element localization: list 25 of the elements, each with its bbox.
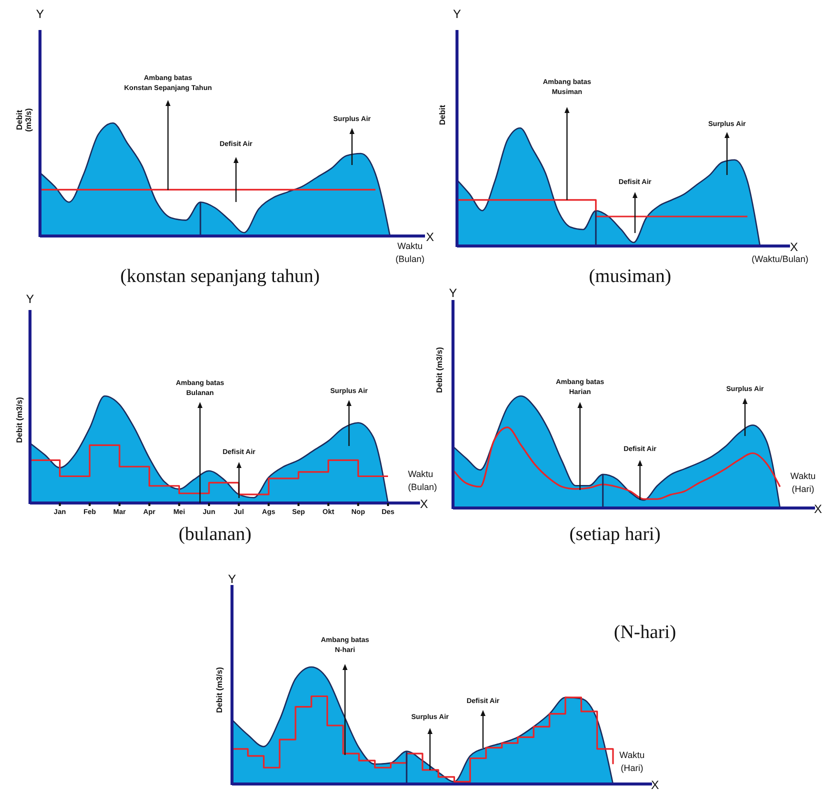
text: X [426, 230, 434, 244]
text: X [790, 240, 798, 254]
x-axis-title: Waktu (Hari) [790, 471, 816, 494]
y-axis-title: Debit (m3/s) [435, 346, 444, 393]
text: (konstan sepanjang tahun) [120, 266, 320, 287]
x-axis-title: Waktu (Bulan) [408, 469, 438, 492]
text: Y [452, 7, 462, 21]
x-axis-title: Waktu (Bulan) [395, 241, 425, 264]
y-axis-title: Debit [438, 104, 447, 125]
text: (bulanan) [178, 524, 252, 545]
y-axis-title: Debit (m3/s) [215, 666, 224, 713]
text: Y [228, 572, 236, 586]
text: X [814, 502, 822, 516]
text: X [420, 497, 428, 511]
text: X [650, 778, 660, 790]
text: (musiman) [588, 266, 672, 287]
y-axis-title: Debit (m3/s) [15, 108, 33, 132]
text: Y [448, 286, 458, 300]
x-axis-title: (Waktu/Bulan) [752, 254, 808, 264]
text: Y [36, 7, 44, 21]
chart-title: (N-hari) [614, 622, 676, 643]
text: Y [26, 292, 34, 306]
x-axis-title: Waktu (Hari) [619, 750, 645, 773]
y-axis-title: Debit (m3/s) [15, 396, 24, 443]
text: (setiap hari) [569, 524, 661, 545]
